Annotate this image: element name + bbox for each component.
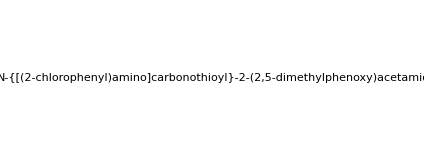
Text: N-{[(2-chlorophenyl)amino]carbonothioyl}-2-(2,5-dimethylphenoxy)acetamide: N-{[(2-chlorophenyl)amino]carbonothioyl}… (0, 73, 424, 83)
